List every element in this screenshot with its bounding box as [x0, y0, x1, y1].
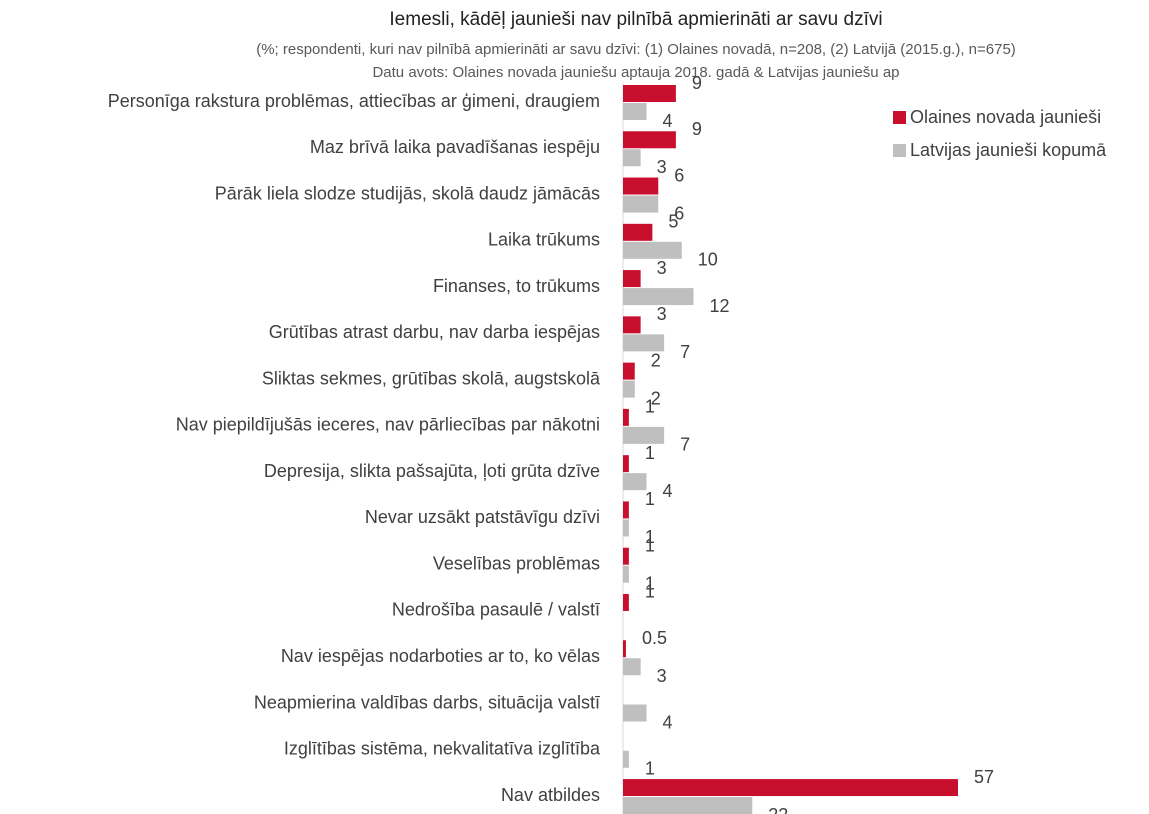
- category-label: Nav atbildes: [501, 785, 600, 805]
- bar: [623, 288, 694, 306]
- value-label: 1: [645, 759, 655, 779]
- value-label: 1: [645, 527, 655, 547]
- category-label: Veselības problēmas: [433, 553, 600, 573]
- value-label: 4: [663, 481, 673, 501]
- legend-swatch: [893, 144, 906, 157]
- bar: [623, 426, 665, 444]
- value-label: 2: [651, 350, 661, 370]
- category-label: Grūtības atrast darbu, nav darba iespēja…: [269, 322, 600, 342]
- bar: [623, 195, 659, 213]
- value-label: 6: [674, 203, 684, 223]
- value-label: 12: [710, 296, 730, 316]
- value-label: 0.5: [642, 628, 667, 648]
- bar: [623, 334, 665, 352]
- bar: [623, 750, 629, 768]
- legend-label: Latvijas jaunieši kopumā: [910, 140, 1107, 160]
- category-label: Nevar uzsākt patstāvīgu dzīvi: [365, 507, 600, 527]
- bar: [623, 519, 629, 537]
- value-label: 3: [657, 304, 667, 324]
- value-label: 57: [974, 767, 994, 787]
- value-label: 3: [657, 666, 667, 686]
- bar: [623, 501, 629, 519]
- chart-subtitle: (%; respondenti, kuri nav pilnībā apmier…: [256, 41, 1016, 58]
- legend-swatch: [893, 111, 906, 124]
- value-label: 1: [645, 489, 655, 509]
- value-label: 4: [663, 712, 673, 732]
- bar: [623, 408, 629, 426]
- bar: [623, 85, 676, 102]
- value-label: 4: [663, 111, 673, 131]
- bar: [623, 103, 647, 120]
- bar: [623, 640, 626, 658]
- bar: [623, 362, 635, 380]
- bar: [623, 704, 647, 722]
- category-label: Nav iespējas nodarboties ar to, ko vēlas: [281, 646, 600, 666]
- bar: [623, 455, 629, 473]
- category-label: Depresija, slikta pašsajūta, ļoti grūta …: [264, 461, 600, 481]
- value-label: 1: [645, 397, 655, 417]
- bar: [623, 131, 676, 149]
- bar: [623, 241, 682, 259]
- category-label: Sliktas sekmes, grūtības skolā, augstsko…: [262, 368, 601, 388]
- value-label: 2: [651, 388, 661, 408]
- value-label: 1: [645, 443, 655, 463]
- bar: [623, 658, 641, 676]
- value-label: 9: [692, 119, 702, 139]
- bar: [623, 149, 641, 167]
- bar: [623, 565, 629, 583]
- category-label: Maz brīvā laika pavadīšanas iespēju: [310, 137, 600, 157]
- value-label: 3: [657, 157, 667, 177]
- chart-title: Iemesli, kādēļ jaunieši nav pilnībā apmi…: [389, 9, 882, 30]
- category-label: Personīga rakstura problēmas, attiecības…: [108, 91, 600, 111]
- category-label: Nav piepildījušās ieceres, nav pārliecīb…: [176, 415, 600, 435]
- bar: [623, 547, 629, 565]
- value-label: 7: [680, 435, 690, 455]
- value-label: 1: [645, 582, 655, 602]
- category-label: Finanses, to trūkums: [433, 276, 600, 296]
- value-label: 7: [680, 342, 690, 362]
- legend-label: Olaines novada jaunieši: [910, 107, 1101, 127]
- bar: [623, 779, 958, 797]
- chart-source: Datu avots: Olaines novada jauniešu apta…: [372, 64, 899, 81]
- value-label: 9: [692, 73, 702, 93]
- bar: [623, 380, 635, 398]
- value-label: 3: [657, 258, 667, 278]
- bar: [623, 316, 641, 334]
- category-label: Izglītības sistēma, nekvalitatīva izglīt…: [284, 739, 601, 759]
- bar: [623, 473, 647, 491]
- value-label: 1: [645, 535, 655, 555]
- bar: [623, 270, 641, 288]
- bar: [623, 593, 629, 611]
- category-label: Pārāk liela slodze studijās, skolā daudz…: [215, 183, 600, 203]
- bar: [623, 223, 653, 241]
- category-label: Nedrošība pasaulē / valstī: [392, 600, 600, 620]
- bar: [623, 177, 659, 195]
- bar: [623, 797, 753, 814]
- category-label: Neapmierina valdības darbs, situācija va…: [254, 692, 600, 712]
- value-label: 6: [674, 165, 684, 185]
- value-label: 22: [768, 805, 788, 814]
- value-label: 1: [645, 573, 655, 593]
- value-label: 5: [668, 212, 678, 232]
- value-label: 10: [698, 250, 718, 270]
- category-label: Laika trūkums: [488, 230, 600, 250]
